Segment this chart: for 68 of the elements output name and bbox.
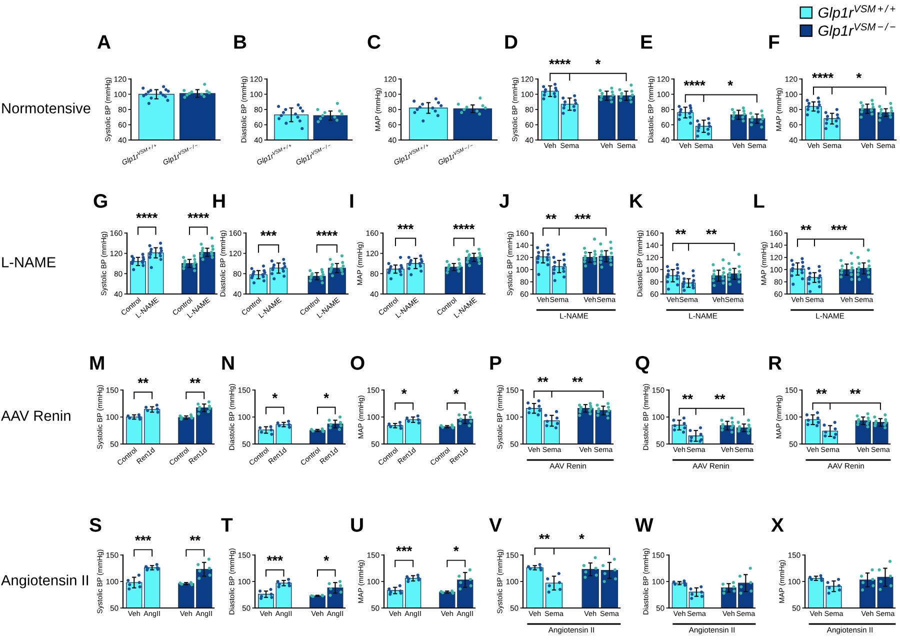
- annotation: **: [714, 394, 726, 400]
- annotation: ****: [316, 230, 338, 236]
- text: **: [538, 376, 548, 382]
- text: **: [539, 534, 550, 540]
- text: **: [800, 224, 812, 230]
- text: *: [595, 59, 601, 64]
- chart-title: A: [97, 35, 111, 49]
- chart-title: K: [630, 194, 643, 208]
- legend-label: Glp1r$^{VSM+/+}$: [818, 4, 896, 21]
- text: ****: [549, 59, 571, 64]
- text: **: [190, 378, 201, 384]
- annotation: *: [728, 80, 733, 86]
- annotation: **: [816, 388, 827, 394]
- annotation: **: [682, 394, 693, 400]
- chart-title: T: [221, 518, 233, 532]
- text: ***: [396, 546, 412, 552]
- annotation: *: [272, 393, 278, 398]
- chart-title: P: [490, 356, 502, 370]
- text: *: [579, 534, 584, 540]
- text: **: [190, 536, 201, 541]
- annotation: **: [675, 229, 686, 234]
- chart-title: S: [90, 518, 102, 532]
- text: ****: [136, 213, 158, 218]
- text: ***: [574, 214, 591, 220]
- chart-title: V: [489, 518, 502, 532]
- annotation: ****: [684, 80, 706, 86]
- chart-title: O: [350, 356, 364, 370]
- chart-title: Q: [636, 356, 650, 374]
- legend-label: Glp1r$^{VSM−/−}$: [818, 22, 896, 39]
- text: ***: [831, 224, 848, 230]
- text: AAV Renin: [1, 410, 70, 421]
- text: **: [546, 214, 557, 220]
- text: ***: [135, 536, 152, 541]
- annotation: *: [324, 556, 330, 561]
- text: ****: [188, 213, 210, 218]
- chart-title: J: [499, 194, 508, 208]
- annotation: ***: [266, 556, 283, 561]
- text: Normotensive: [2, 102, 90, 114]
- chart-title: D: [505, 35, 518, 49]
- chart-title: N: [222, 356, 234, 370]
- chart-title: G: [94, 194, 107, 208]
- text: *: [856, 72, 862, 78]
- text: Angiotensin II: [1, 574, 88, 588]
- chart-title: M: [90, 356, 104, 370]
- chart-title: R: [769, 356, 782, 370]
- text: **: [572, 376, 583, 382]
- annotation: ***: [260, 230, 277, 236]
- text: ****: [812, 72, 834, 78]
- annotation: **: [706, 229, 717, 234]
- text: ****: [453, 224, 475, 230]
- chart-title: L: [754, 194, 764, 208]
- annotation: *: [324, 393, 330, 398]
- text: ***: [397, 224, 414, 230]
- annotation: *: [401, 388, 407, 394]
- chart-title: E: [641, 35, 652, 49]
- chart-title: I: [350, 194, 354, 208]
- chart-title: H: [213, 194, 225, 208]
- annotation: *: [453, 388, 459, 394]
- text: **: [138, 378, 148, 384]
- text: L-NAME: [2, 257, 56, 268]
- chart-title: X: [771, 518, 784, 532]
- chart-title: C: [368, 35, 381, 49]
- annotation: **: [850, 388, 861, 394]
- chart-title: F: [769, 35, 780, 49]
- chart-title: U: [351, 518, 363, 532]
- text: *: [453, 546, 459, 552]
- chart-title: B: [234, 35, 246, 49]
- chart-title: W: [635, 518, 654, 532]
